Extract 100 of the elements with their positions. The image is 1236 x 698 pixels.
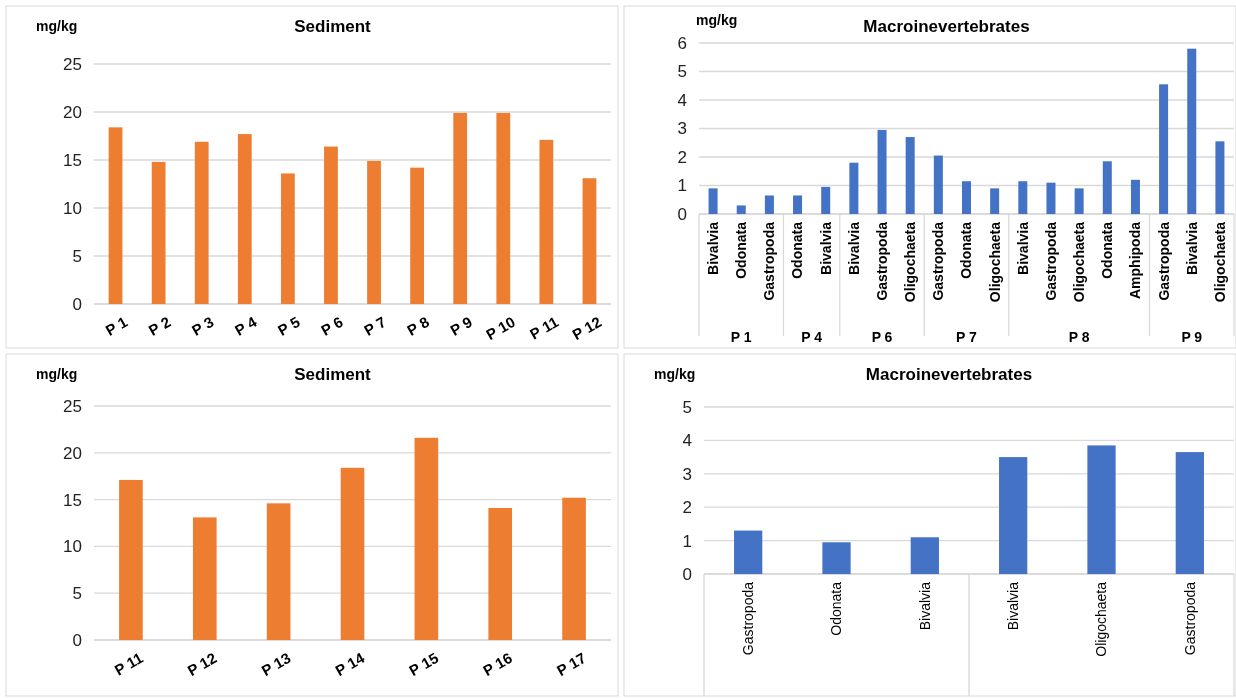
- y-tick-label: 20: [63, 102, 82, 122]
- x-tick-label: P 16: [479, 648, 515, 679]
- bar: [582, 178, 597, 304]
- bar: [734, 530, 763, 574]
- bar: [488, 508, 513, 640]
- y-tick-label: 10: [63, 537, 82, 557]
- bar: [849, 162, 859, 214]
- bar: [736, 205, 746, 214]
- x-tick-label: Odonata: [828, 581, 845, 636]
- bar: [539, 139, 554, 304]
- x-tick-label: Bivalvia: [1014, 221, 1031, 275]
- x-tick-label: Odonata: [1099, 221, 1116, 279]
- bar: [910, 537, 939, 574]
- bar: [194, 141, 209, 304]
- y-tick-label: 15: [63, 150, 82, 170]
- y-tick-label: 4: [682, 431, 692, 451]
- x-tick-label: P 12: [184, 648, 220, 679]
- x-tick-label: Odonata: [958, 221, 975, 279]
- x-tick-label: Oligochaeta: [1211, 221, 1228, 303]
- y-tick-label: 0: [682, 564, 692, 584]
- bar: [877, 129, 887, 214]
- bar: [1215, 141, 1225, 214]
- chart-title: Sediment: [294, 364, 372, 384]
- x-tick-label: P 11: [526, 312, 562, 343]
- y-tick-label: 3: [677, 119, 687, 139]
- y-tick-label: 15: [63, 490, 82, 510]
- bar: [990, 188, 1000, 214]
- bar: [1187, 48, 1197, 214]
- bar: [708, 188, 718, 214]
- y-tick-label: 5: [72, 246, 82, 266]
- y-tick-label: 5: [677, 62, 687, 82]
- x-tick-label: Bivalvia: [704, 221, 721, 275]
- y-tick-label: 3: [682, 464, 692, 484]
- y-tick-label: 5: [72, 584, 82, 604]
- bar: [1175, 452, 1204, 574]
- bar: [822, 542, 851, 574]
- x-tick-label: Bivalvia: [1183, 221, 1200, 275]
- bar: [266, 503, 291, 640]
- y-tick-label: 0: [677, 204, 687, 224]
- x-tick-label: Oligochaeta: [1071, 221, 1088, 303]
- y-tick-label: 2: [677, 147, 687, 167]
- chart-title: Sediment: [294, 16, 372, 36]
- bar: [999, 457, 1028, 574]
- x-tick-label: P 1: [102, 312, 131, 339]
- bar: [562, 497, 586, 640]
- x-tick-label: Odonata: [733, 221, 750, 279]
- bar: [1074, 188, 1084, 214]
- x-tick-label: P 14: [332, 648, 368, 679]
- bar: [764, 195, 774, 214]
- x-tick-label: P 8: [404, 312, 432, 339]
- bar: [119, 479, 143, 640]
- bar: [933, 155, 943, 214]
- y-tick-label: 0: [72, 294, 82, 314]
- bar: [1018, 181, 1028, 214]
- x-tick-label: Gastropoda: [873, 221, 890, 301]
- bar: [1159, 84, 1169, 214]
- y-tick-label: 20: [63, 443, 82, 463]
- x-tick-label: Odonata: [789, 221, 806, 279]
- y-tick-label: 5: [682, 397, 692, 417]
- x-tick-label: P 11: [111, 648, 146, 679]
- y-tick-label: 2: [682, 498, 692, 518]
- y-axis-title: mg/kg: [696, 11, 738, 28]
- x-tick-label: P 15: [406, 648, 442, 679]
- x-tick-label: P 17: [553, 648, 589, 679]
- x-tick-label: P 5: [274, 312, 303, 339]
- x-tick-label: Bivalvia: [1005, 581, 1022, 631]
- x-tick-label: P 4: [231, 312, 261, 339]
- bar: [1046, 182, 1056, 214]
- bar: [496, 112, 511, 304]
- bar: [905, 137, 915, 214]
- chart-title: Macroinevertebrates: [863, 16, 1030, 36]
- x-tick-label: Oligochaeta: [902, 221, 919, 303]
- bar: [1102, 161, 1112, 214]
- bar: [1087, 445, 1116, 574]
- bar: [192, 517, 217, 640]
- bar: [151, 161, 166, 304]
- y-axis-title: mg/kg: [36, 365, 78, 382]
- x-tick-label: P 13: [258, 648, 294, 679]
- x-tick-label: Oligochaeta: [1093, 581, 1110, 657]
- bar: [237, 134, 252, 304]
- x-tick-label: Gastropoda: [1042, 221, 1059, 301]
- bar: [340, 467, 365, 640]
- x-tick-label: P 3: [188, 312, 217, 339]
- x-tick-label: Gastropoda: [761, 221, 778, 301]
- x-tick-label: Gastropoda: [740, 581, 757, 656]
- x-tick-label: P 9: [447, 312, 475, 339]
- y-tick-label: 1: [682, 531, 692, 551]
- bar: [414, 437, 439, 640]
- y-tick-label: 6: [677, 33, 687, 53]
- y-tick-label: 10: [63, 198, 82, 218]
- bar: [793, 195, 803, 214]
- y-tick-label: 1: [677, 176, 687, 196]
- y-axis-title: mg/kg: [36, 17, 78, 34]
- x-tick-label: Gastropoda: [1181, 581, 1198, 656]
- bar: [962, 181, 972, 214]
- x-tick-label: P 10: [483, 312, 519, 343]
- bar: [367, 160, 381, 304]
- x-tick-label: Bivalvia: [817, 221, 834, 275]
- bar: [821, 186, 831, 214]
- x-tick-label: Bivalvia: [916, 581, 933, 631]
